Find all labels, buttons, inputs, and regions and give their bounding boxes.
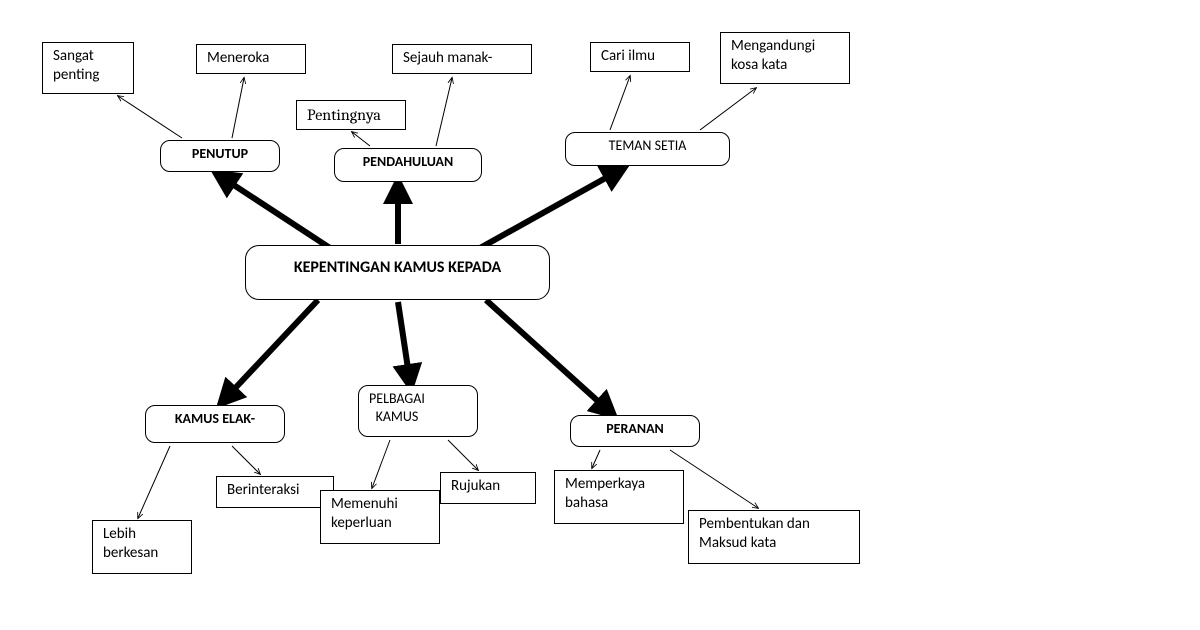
branch-peranan: PERANAN bbox=[570, 415, 700, 447]
leaf-rujukan: Rujukan bbox=[440, 472, 536, 504]
branch-penutup: PENUTUP bbox=[160, 140, 280, 172]
leaf-cari-ilmu: Cari ilmu bbox=[590, 42, 690, 72]
branch-teman-setia: TEMAN SETIA bbox=[565, 132, 730, 166]
leaf-berinteraksi: Berinteraksi bbox=[216, 476, 334, 508]
leaf-sangat-penting: Sangatpenting bbox=[42, 42, 134, 94]
center-node: KEPENTINGAN KAMUS KEPADA bbox=[245, 245, 550, 300]
branch-pendahuluan: PENDAHULUAN bbox=[334, 148, 482, 182]
leaf-sejauh-manak: Sejauh manak- bbox=[392, 44, 532, 74]
leaf-lebih-berkesan: Lebihberkesan bbox=[92, 520, 192, 574]
leaf-meneroka: Meneroka bbox=[196, 44, 306, 74]
leaf-pembentukan: Pembentukan danMaksud kata bbox=[688, 510, 860, 564]
leaf-memperkaya: Memperkayabahasa bbox=[554, 470, 684, 524]
leaf-kosa-kata: Mengandungikosa kata bbox=[720, 32, 850, 84]
branch-kamus-elak: KAMUS ELAK- bbox=[145, 405, 285, 443]
leaf-pentingnya: Pentingnya bbox=[296, 100, 406, 130]
leaf-memenuhi: Memenuhikeperluan bbox=[320, 490, 440, 544]
branch-pelbagai: PELBAGAIKAMUS bbox=[358, 385, 478, 437]
